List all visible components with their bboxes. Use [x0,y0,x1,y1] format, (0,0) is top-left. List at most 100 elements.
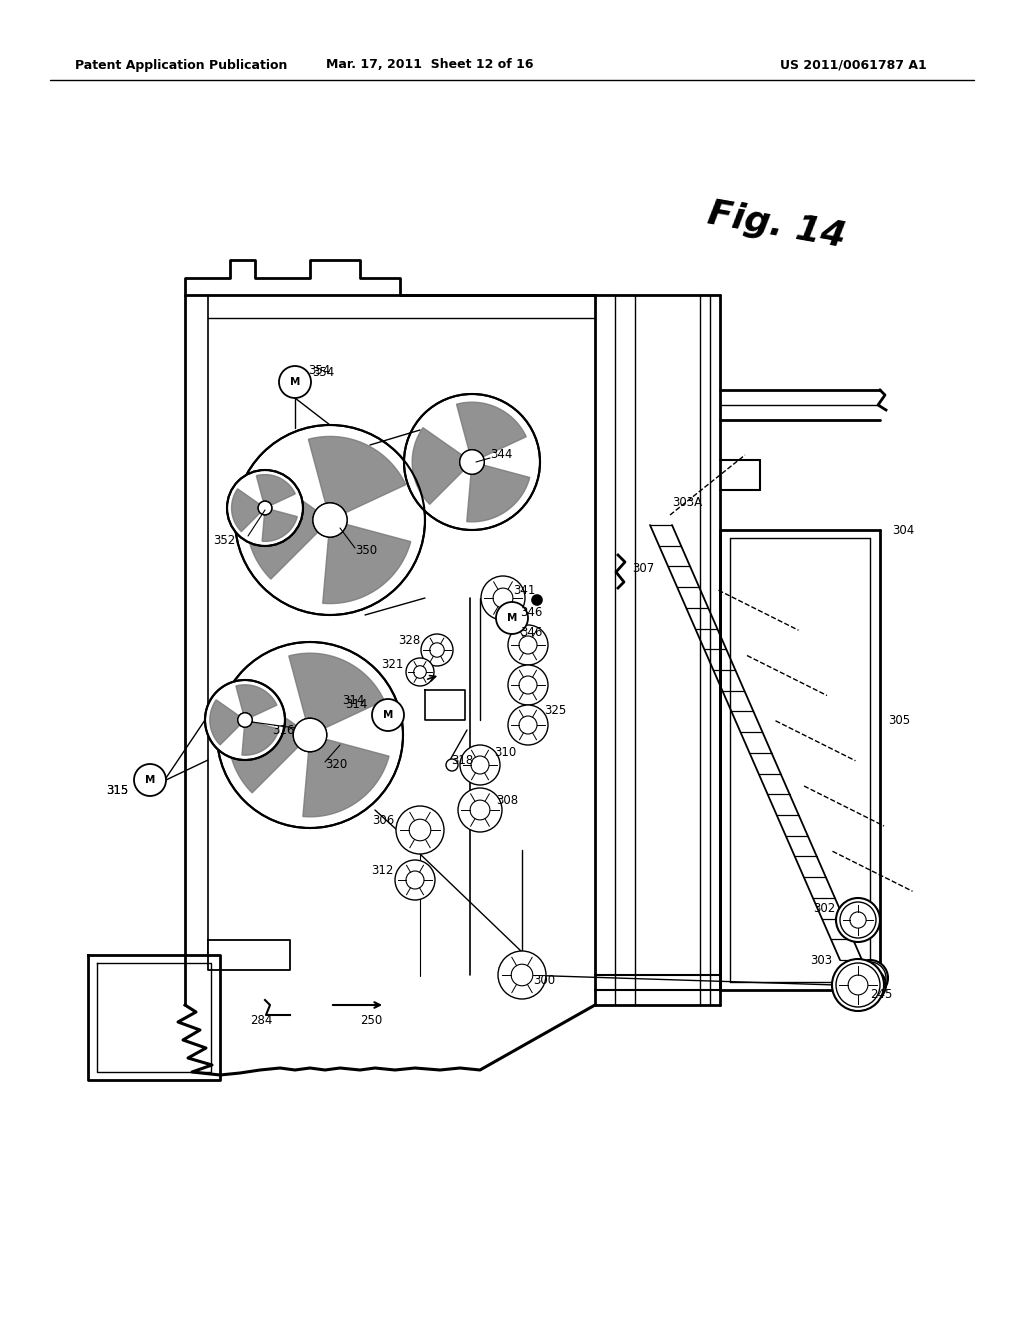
Circle shape [460,450,484,474]
Text: 316: 316 [272,723,295,737]
Circle shape [279,366,311,399]
Text: M: M [507,612,517,623]
Text: 306: 306 [372,813,394,826]
Circle shape [470,800,489,820]
Circle shape [831,960,884,1011]
Polygon shape [262,508,297,541]
Circle shape [406,871,424,888]
Polygon shape [208,940,290,970]
Polygon shape [289,653,384,735]
Circle shape [372,700,404,731]
Text: 328: 328 [397,634,420,647]
Circle shape [498,950,546,999]
Text: Patent Application Publication: Patent Application Publication [75,58,288,71]
Circle shape [430,643,444,657]
Circle shape [134,764,166,796]
Circle shape [850,912,866,928]
Circle shape [848,975,868,995]
Text: 284: 284 [250,1014,272,1027]
Polygon shape [236,685,276,719]
Circle shape [511,964,532,986]
Circle shape [836,964,880,1007]
Circle shape [313,503,347,537]
Text: 346: 346 [520,626,543,639]
Circle shape [854,969,886,1001]
Polygon shape [457,403,526,462]
Text: 354: 354 [308,363,331,376]
Text: 302: 302 [813,902,835,915]
Circle shape [258,502,271,515]
Circle shape [863,970,878,985]
Polygon shape [247,473,330,579]
Circle shape [460,744,500,785]
Polygon shape [303,735,389,817]
Text: 314: 314 [343,693,365,706]
Polygon shape [97,964,211,1072]
Text: 314: 314 [346,698,368,711]
Polygon shape [467,462,529,521]
Circle shape [446,759,458,771]
Circle shape [404,393,540,531]
Circle shape [227,470,303,546]
Circle shape [421,634,453,667]
Text: 354: 354 [312,366,334,379]
Circle shape [494,589,513,609]
Circle shape [414,665,426,678]
Text: Fig. 14: Fig. 14 [705,197,848,253]
Circle shape [238,713,252,727]
Polygon shape [210,700,245,744]
Circle shape [238,713,252,727]
Circle shape [471,756,489,774]
Text: 307: 307 [632,561,654,574]
Circle shape [410,820,431,841]
Text: 305: 305 [888,714,910,726]
Circle shape [519,676,537,694]
Text: 320: 320 [325,759,347,771]
Text: M: M [290,378,300,387]
Polygon shape [242,719,279,755]
Polygon shape [228,688,310,793]
Text: 310: 310 [494,746,516,759]
Circle shape [396,807,444,854]
Text: 344: 344 [490,449,512,462]
Text: 245: 245 [870,989,892,1002]
Polygon shape [425,690,465,719]
Text: 303A: 303A [672,495,702,508]
Circle shape [532,595,542,605]
Text: 312: 312 [372,863,394,876]
Circle shape [293,718,327,752]
Circle shape [840,902,876,939]
Circle shape [205,680,285,760]
Circle shape [395,861,435,900]
Text: 350: 350 [355,544,377,557]
Polygon shape [308,437,406,520]
Text: 315: 315 [105,784,128,796]
Circle shape [496,602,528,634]
Circle shape [258,502,271,515]
Circle shape [508,705,548,744]
Text: Mar. 17, 2011  Sheet 12 of 16: Mar. 17, 2011 Sheet 12 of 16 [327,58,534,71]
Text: 318: 318 [451,754,473,767]
Circle shape [508,665,548,705]
Text: US 2011/0061787 A1: US 2011/0061787 A1 [780,58,927,71]
Text: 315: 315 [105,784,128,796]
Circle shape [217,642,403,828]
Circle shape [293,718,327,752]
Circle shape [458,788,502,832]
Text: 325: 325 [544,704,566,717]
Circle shape [313,503,347,537]
Circle shape [460,450,484,474]
Circle shape [836,898,880,942]
Circle shape [519,715,537,734]
Text: M: M [383,710,393,719]
Circle shape [508,624,548,665]
Text: 308: 308 [496,793,518,807]
Circle shape [406,657,434,686]
Text: 341: 341 [513,583,536,597]
Circle shape [234,425,425,615]
Text: 352: 352 [213,533,234,546]
Text: 303: 303 [810,953,831,966]
Polygon shape [413,428,472,504]
Circle shape [852,960,888,997]
Polygon shape [88,954,220,1080]
